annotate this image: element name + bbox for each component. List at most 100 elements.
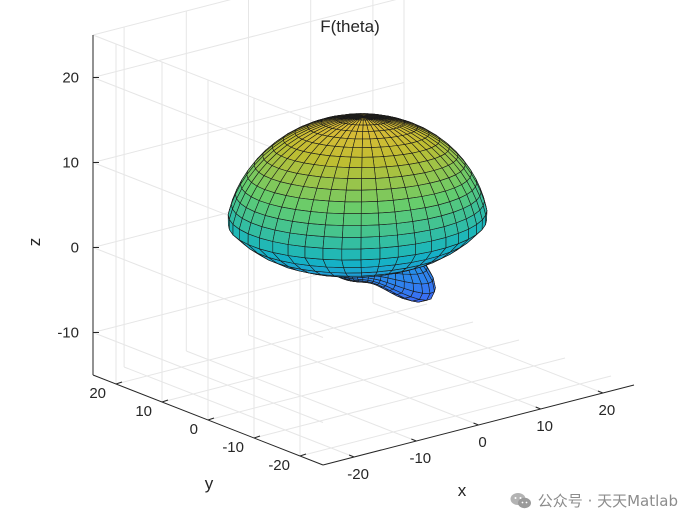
surface-patch <box>410 207 429 222</box>
z-tick-label: 10 <box>62 155 79 172</box>
surface-patch <box>322 236 343 250</box>
surface-patch <box>377 200 396 214</box>
surface-patch <box>343 267 362 274</box>
surface-patch <box>390 187 409 201</box>
surface-patch <box>343 201 362 214</box>
x-axis-label: x <box>458 481 467 500</box>
surface-patch <box>379 234 399 249</box>
z-axis-label: z <box>25 238 44 247</box>
grid-line <box>92 332 324 423</box>
surface-patch <box>347 167 363 179</box>
grid-line <box>92 247 324 338</box>
surface-patch <box>289 221 309 236</box>
surface-patch <box>342 225 362 238</box>
surface-patch <box>361 189 378 203</box>
x-tick-mark <box>535 406 541 410</box>
surface-patch <box>412 282 423 294</box>
grid-line <box>253 357 566 439</box>
surface-plot <box>227 113 488 303</box>
surface-patch <box>325 212 345 226</box>
surface-patch <box>350 147 363 158</box>
watermark-text: 公众号 · 天天Matlab <box>537 492 678 510</box>
surface-patch <box>322 247 343 261</box>
surface-patch <box>308 211 328 226</box>
x-tick-label: 20 <box>599 402 616 419</box>
x-tick-mark <box>597 390 604 394</box>
surface-patch <box>346 178 362 191</box>
surface-patch <box>310 199 330 214</box>
surface-patch <box>394 209 413 224</box>
surface-patch <box>379 246 399 260</box>
y-tick-mark <box>161 399 169 403</box>
surface-patch <box>345 272 362 277</box>
surface-patch <box>322 259 344 268</box>
surface-patch <box>323 224 344 238</box>
surface-patch <box>374 166 390 179</box>
chart-title: F(theta) <box>320 17 380 36</box>
x-tick-mark <box>411 438 417 442</box>
y-tick-label: 20 <box>89 385 106 402</box>
surface-patch <box>360 224 380 238</box>
surface-patch <box>328 189 347 203</box>
surface-patch <box>360 247 381 261</box>
z-tick-label: 20 <box>62 70 79 87</box>
surface-patch <box>304 234 325 249</box>
surface-patch <box>361 138 372 148</box>
surface-patch <box>378 211 397 226</box>
y-axis-label: y <box>205 474 214 493</box>
surface-patch <box>362 131 371 140</box>
y-tick-mark <box>207 417 215 421</box>
surface-patch <box>360 258 381 268</box>
surface-patch <box>287 232 307 247</box>
z-tick-label: 0 <box>71 240 79 257</box>
surface-patch <box>341 248 362 261</box>
surface-patch <box>361 178 377 191</box>
y-tick-mark <box>253 435 261 439</box>
y-tick-label: -20 <box>268 457 290 474</box>
surface-patch <box>313 187 332 202</box>
grid-line <box>115 303 428 385</box>
surface-patch <box>342 213 362 226</box>
surface-patch <box>360 212 380 226</box>
watermark: 公众号 · 天天Matlab <box>510 490 678 511</box>
surface-patch <box>292 209 312 224</box>
y-tick-label: -10 <box>222 439 244 456</box>
y-tick-mark <box>115 381 123 385</box>
surface-patch <box>306 223 326 237</box>
surface-patch <box>361 167 376 179</box>
x-tick-label: -10 <box>409 450 431 467</box>
y-tick-mark <box>299 453 307 457</box>
surface-patch <box>421 283 431 294</box>
z-tick-label: -10 <box>57 325 79 342</box>
x-tick-mark <box>348 454 355 458</box>
x-tick-label: 0 <box>478 434 486 451</box>
surface-patch <box>331 177 348 191</box>
surface-patch <box>304 246 324 260</box>
surface-patch <box>392 198 411 213</box>
grid-line <box>92 82 405 163</box>
grid-line <box>92 0 232 36</box>
surface-patch <box>326 200 346 214</box>
surface-patch <box>341 259 362 268</box>
grid-line <box>299 375 612 457</box>
surface-patch <box>341 237 362 250</box>
grid-line <box>161 321 474 403</box>
x-tick-label: -20 <box>347 466 369 483</box>
grid-line <box>207 339 520 421</box>
tick-labels: -20 -10 0 10 20 20 10 0 -10 -20 20 10 0 -10 <box>57 70 615 484</box>
surface-patch <box>360 201 379 214</box>
y-tick-label: 10 <box>135 403 152 420</box>
surface-patch <box>333 166 350 179</box>
surface-patch <box>361 156 375 168</box>
grid-line <box>92 0 397 78</box>
y-tick-label: 0 <box>190 421 198 438</box>
grid-line <box>92 34 324 126</box>
x-tick-label: 10 <box>536 418 553 435</box>
surface-patch <box>349 156 363 168</box>
x-tick-mark <box>473 422 479 426</box>
wechat-icon <box>510 492 531 508</box>
surface-patch <box>344 189 362 203</box>
surface-patch <box>375 177 392 190</box>
surface-patch <box>360 236 381 250</box>
